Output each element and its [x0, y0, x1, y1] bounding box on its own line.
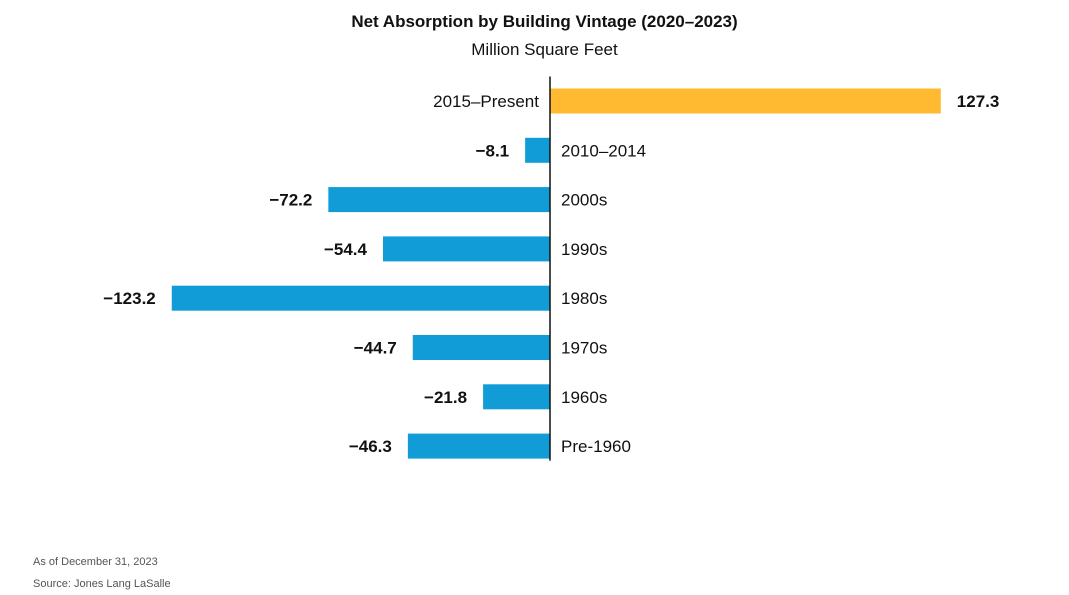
value-label-row-8: −46.3 [349, 437, 392, 456]
bar-row-3 [328, 187, 550, 213]
value-label-row-6: −44.7 [354, 339, 397, 358]
value-label-row-7: −21.8 [424, 388, 467, 407]
bar-row-4 [382, 236, 550, 262]
category-label-row-2: 2010–2014 [561, 141, 646, 160]
chart-title: Net Absorption by Building Vintage (2020… [351, 12, 738, 31]
category-label-row-8: Pre-1960 [561, 437, 631, 456]
bar-row-5 [171, 285, 550, 311]
category-label-row-5: 1980s [561, 289, 607, 308]
chart-subtitle: Million Square Feet [471, 40, 618, 59]
source-note: Source: Jones Lang LaSalle [33, 578, 171, 590]
category-label-row-6: 1970s [561, 339, 607, 358]
bar-row-7 [483, 384, 550, 410]
category-label-row-7: 1960s [561, 388, 607, 407]
value-label-row-4: −54.4 [324, 240, 368, 259]
value-label-row-5: −123.2 [103, 289, 155, 308]
value-label-row-2: −8.1 [476, 141, 510, 160]
category-label-row-1: 2015–Present [433, 92, 539, 111]
bar-row-2 [525, 137, 550, 163]
category-label-row-3: 2000s [561, 191, 607, 210]
value-label-row-3: −72.2 [269, 191, 312, 210]
bar-row-6 [412, 335, 550, 360]
value-label-row-1: 127.3 [957, 92, 1000, 111]
bar-row-1 [550, 88, 941, 114]
bar-row-8 [407, 433, 550, 459]
category-label-row-4: 1990s [561, 240, 607, 259]
as-of-note: As of December 31, 2023 [33, 556, 158, 568]
